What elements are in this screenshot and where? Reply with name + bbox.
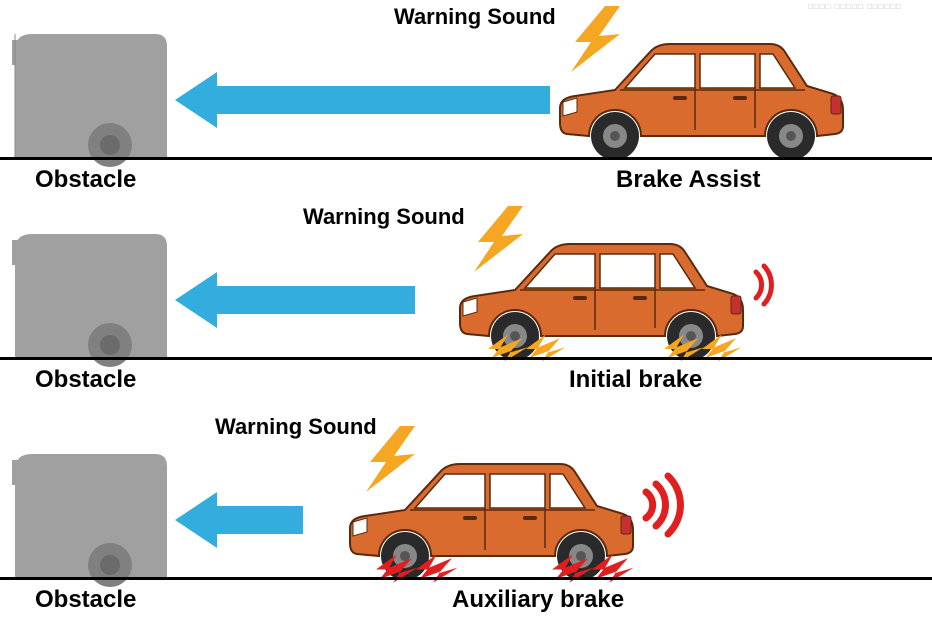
obstacle-shape	[12, 234, 167, 367]
stage-label: Auxiliary brake	[452, 586, 624, 614]
warning-bolt-icon	[474, 206, 523, 272]
warning-sound-label: Warning Sound	[303, 204, 465, 230]
car	[350, 464, 633, 580]
stage-initial-brake: Warning Sound Obstacle Initial brake	[0, 200, 932, 395]
stage-svg	[0, 200, 932, 395]
direction-arrow	[175, 272, 415, 328]
obstacle-label: Obstacle	[35, 366, 136, 394]
obstacle-shape	[12, 34, 167, 167]
direction-arrow	[175, 492, 303, 548]
stage-label: Initial brake	[569, 366, 702, 394]
ground-line	[0, 577, 932, 580]
car	[560, 44, 843, 160]
obstacle-shape	[12, 454, 167, 587]
warning-sound-label: Warning Sound	[394, 4, 556, 30]
warning-sound-label: Warning Sound	[215, 414, 377, 440]
direction-arrow	[175, 72, 550, 128]
obstacle-label: Obstacle	[35, 166, 136, 194]
rear-signal-icon	[646, 476, 680, 534]
stage-auxiliary-brake: Warning Sound Obstacle Auxiliary brake	[0, 400, 932, 623]
obstacle-label: Obstacle	[35, 586, 136, 614]
ground-line	[0, 357, 932, 360]
warning-bolt-icon	[571, 6, 620, 72]
ground-line	[0, 157, 932, 160]
rear-signal-icon	[756, 266, 771, 304]
stage-brake-assist: Warning Sound Obstacle Brake Assist	[0, 0, 932, 195]
stage-label: Brake Assist	[616, 166, 761, 194]
